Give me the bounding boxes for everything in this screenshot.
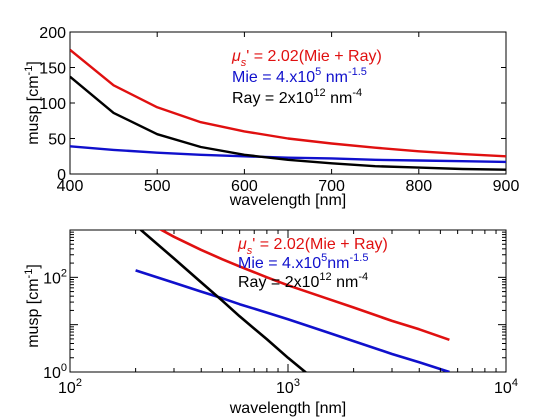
legend-entry-2: Mie = 4.x105 nm-1.5 [232,66,367,86]
x-tick-label: 900 [493,178,520,195]
x-tick-label: 700 [318,178,345,195]
y-tick-label: 200 [39,25,66,42]
top-chart: 400 500 600 700 800 900 0 50 100 150 200 wavelengt… [23,25,519,209]
series-line-1 [158,230,450,342]
x-tick-label: 102 [58,377,82,397]
y-tick-label: 50 [48,132,66,149]
series-line-3 [70,75,506,171]
y-tick-label: 0 [57,167,66,184]
series-line-3 [138,230,308,372]
top-series-group [70,48,506,171]
top-y-axis-label: musp [cm-1] [23,61,42,145]
bottom-legend: μs' = 2.02(Mie + Ray)Mie = 4.x105nm-1.5R… [237,236,388,291]
x-tick-label: 600 [231,178,258,195]
bottom-x-axis-label: wavelength [nm] [229,400,347,417]
legend-entry-2: Mie = 4.x105nm-1.5 [238,252,368,272]
x-tick-label: 104 [494,377,518,397]
bottom-series-group [135,230,450,372]
y-tick-label: 102 [43,267,67,287]
y-tick-label: 150 [39,61,66,78]
top-x-axis-label: wavelength [nm] [229,192,347,209]
legend-entry-3: Ray = 2x1012 nm-4 [238,271,368,291]
series-line-2 [135,269,450,372]
x-tick-label: 103 [276,377,300,397]
y-tick-label: 100 [39,96,66,113]
x-tick-label: 500 [144,178,171,195]
series-line-2 [70,145,506,164]
x-tick-label: 800 [405,178,432,195]
y-tick-label: 100 [43,362,67,382]
x-tick-label: 400 [57,178,84,195]
legend-entry-1: μs' = 2.02(Mie + Ray) [237,236,388,257]
legend-entry-3: Ray = 2x1012 nm-4 [232,87,362,107]
series-line-1 [70,48,506,158]
legend-entry-1: μs' = 2.02(Mie + Ray) [231,48,382,69]
top-legend: μs' = 2.02(Mie + Ray)Mie = 4.x105 nm-1.5… [231,48,382,107]
top-axis-ticks: 400 500 600 700 800 900 0 50 100 150 200 [39,25,519,195]
bottom-y-axis-label: musp [cm-1] [23,264,42,348]
